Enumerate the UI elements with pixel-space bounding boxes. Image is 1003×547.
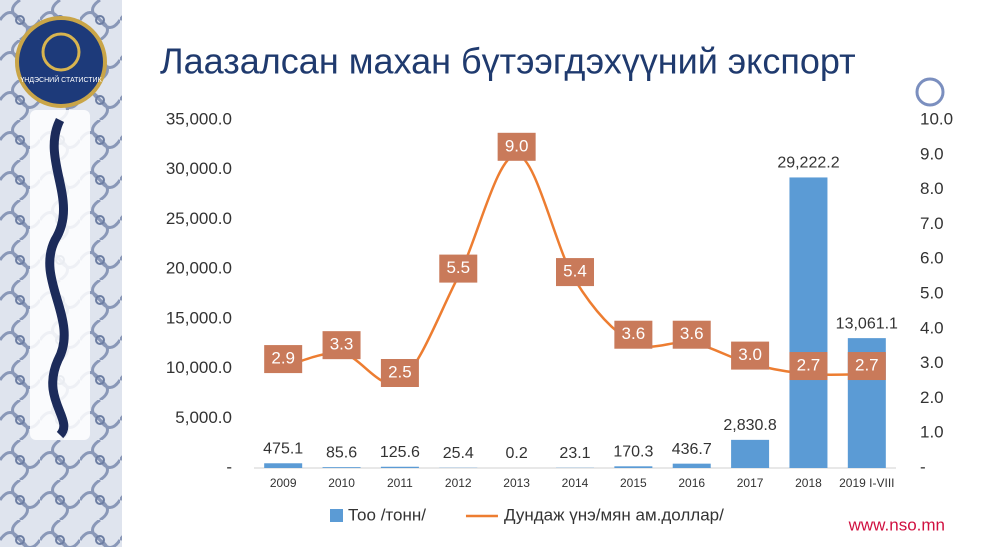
ornament-icon — [915, 77, 945, 107]
y2-tick-label: 7.0 — [920, 214, 944, 233]
line-label-box — [497, 132, 536, 161]
bar-value-label: 170.3 — [613, 444, 653, 461]
line-label-box — [847, 352, 886, 381]
y2-tick-label: 3.0 — [920, 353, 944, 372]
line-label-box — [789, 352, 828, 381]
line-value-label: 2.7 — [797, 356, 821, 375]
line-label-box — [556, 258, 594, 287]
y-tick-label: 5,000.0 — [175, 408, 232, 427]
bar — [789, 177, 828, 468]
bar-value-label: 23.1 — [559, 445, 590, 462]
x-tick-label: 2011 — [387, 476, 413, 490]
legend-swatch — [330, 509, 343, 522]
y2-tick-label: 10.0 — [920, 109, 953, 128]
line-value-label: 2.5 — [388, 362, 412, 381]
y-tick-label: 35,000.0 — [166, 109, 232, 128]
y2-tick-label: 6.0 — [920, 249, 944, 268]
mongolian-script — [45, 117, 69, 439]
bar-value-label: 13,061.1 — [836, 315, 898, 332]
x-tick-label: 2018 — [795, 476, 822, 490]
line-value-label: 3.6 — [680, 324, 704, 343]
y-tick-label: - — [226, 457, 232, 476]
y2-tick-label: 9.0 — [920, 144, 944, 163]
line-label-box — [264, 345, 303, 374]
line-value-label: 2.7 — [855, 356, 879, 375]
y2-tick-label: - — [920, 457, 926, 476]
line-value-label: 3.0 — [738, 345, 762, 364]
x-tick-label: 2015 — [620, 476, 647, 490]
y2-tick-label: 2.0 — [920, 388, 944, 407]
bar-value-label: 29,222.2 — [777, 155, 839, 172]
bar — [614, 466, 653, 468]
line-label-box — [614, 320, 653, 349]
x-tick-label: 2017 — [737, 476, 764, 490]
script-band — [30, 110, 90, 440]
bar-value-label: 0.2 — [506, 445, 528, 462]
bar-value-label: 2,830.8 — [723, 417, 776, 434]
y-tick-label: 15,000.0 — [166, 308, 232, 327]
logo-emblem — [41, 32, 81, 72]
x-tick-label: 2010 — [328, 476, 355, 490]
bar-value-label: 475.1 — [263, 440, 303, 457]
x-tick-label: 2012 — [445, 476, 472, 490]
line-label-box — [731, 341, 770, 370]
footer-url: www.nso.mn — [848, 515, 945, 534]
line-value-label: 2.9 — [271, 349, 295, 368]
x-tick-label: 2009 — [270, 476, 297, 490]
y2-tick-label: 4.0 — [920, 318, 944, 337]
y2-tick-label: 8.0 — [920, 179, 944, 198]
bar-value-label: 25.4 — [443, 445, 474, 462]
line-value-label: 5.4 — [563, 262, 587, 281]
x-tick-label: 2013 — [503, 476, 530, 490]
logo — [15, 16, 107, 108]
y-tick-label: 10,000.0 — [166, 358, 232, 377]
bar — [672, 463, 711, 468]
x-tick-label: 2014 — [562, 476, 589, 490]
bar-value-label: 436.7 — [672, 441, 712, 458]
bar — [380, 466, 419, 468]
bar-value-label: 85.6 — [326, 444, 357, 461]
line-value-label: 5.5 — [446, 258, 470, 277]
legend-label: Дундаж үнэ/мян ам.доллар/ — [504, 505, 724, 524]
bar — [322, 467, 361, 468]
x-tick-label: 2019 I-VIII — [839, 476, 894, 490]
bar-value-label: 125.6 — [380, 444, 420, 461]
y-tick-label: 30,000.0 — [166, 159, 232, 178]
legend-label: Тоо /тонн/ — [348, 505, 426, 524]
line-label-box — [672, 320, 711, 349]
line-label-box — [439, 254, 478, 283]
line-value-label: 3.6 — [622, 324, 646, 343]
y-tick-label: 20,000.0 — [166, 259, 232, 278]
line-label-box — [322, 331, 361, 360]
line-value-label: 9.0 — [505, 136, 529, 155]
y2-tick-label: 1.0 — [920, 423, 944, 442]
y2-tick-label: 5.0 — [920, 283, 944, 302]
logo-text: ҮНДЭСНИЙ СТАТИСТИК — [20, 75, 102, 84]
line-label-box — [380, 359, 419, 387]
bar — [731, 439, 770, 468]
line-value-label: 3.3 — [330, 335, 354, 354]
y-tick-label: 25,000.0 — [166, 209, 232, 228]
chart-title: Лаазалсан махан бүтээгдэхүүний экспорт — [160, 41, 856, 82]
x-tick-label: 2016 — [678, 476, 705, 490]
bar — [264, 463, 303, 468]
